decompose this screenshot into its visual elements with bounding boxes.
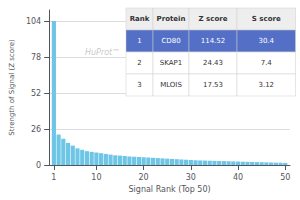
svg-text:MLOIS: MLOIS <box>160 81 182 89</box>
svg-text:CD80: CD80 <box>161 37 180 45</box>
svg-text:10: 10 <box>91 173 101 182</box>
svg-text:7.4: 7.4 <box>261 59 273 67</box>
svg-text:S score: S score <box>252 15 281 23</box>
svg-text:26: 26 <box>31 125 41 134</box>
svg-text:17.53: 17.53 <box>203 81 223 89</box>
svg-text:20: 20 <box>139 173 149 182</box>
svg-text:78: 78 <box>31 53 41 62</box>
svg-text:HuProt™: HuProt™ <box>85 48 120 57</box>
svg-text:3.12: 3.12 <box>258 81 274 89</box>
svg-text:Z score: Z score <box>199 15 228 23</box>
svg-text:2: 2 <box>137 59 141 67</box>
svg-text:Strength of Signal (Z score): Strength of Signal (Z score) <box>8 39 16 136</box>
svg-text:Signal Rank (Top 50): Signal Rank (Top 50) <box>129 185 211 194</box>
svg-text:24.43: 24.43 <box>203 59 223 67</box>
svg-text:SKAP1: SKAP1 <box>160 59 182 67</box>
svg-text:104: 104 <box>26 17 41 26</box>
svg-text:50: 50 <box>280 173 290 182</box>
svg-text:3: 3 <box>137 81 141 89</box>
svg-text:Protein: Protein <box>157 15 186 23</box>
svg-text:1: 1 <box>51 173 56 182</box>
svg-text:0: 0 <box>36 161 41 170</box>
svg-text:1: 1 <box>137 37 141 45</box>
svg-text:30: 30 <box>186 173 196 182</box>
svg-text:Rank: Rank <box>130 15 150 23</box>
svg-text:30.4: 30.4 <box>258 37 274 45</box>
svg-text:52: 52 <box>31 89 41 98</box>
svg-text:114.52: 114.52 <box>201 37 226 45</box>
svg-text:40: 40 <box>233 173 243 182</box>
